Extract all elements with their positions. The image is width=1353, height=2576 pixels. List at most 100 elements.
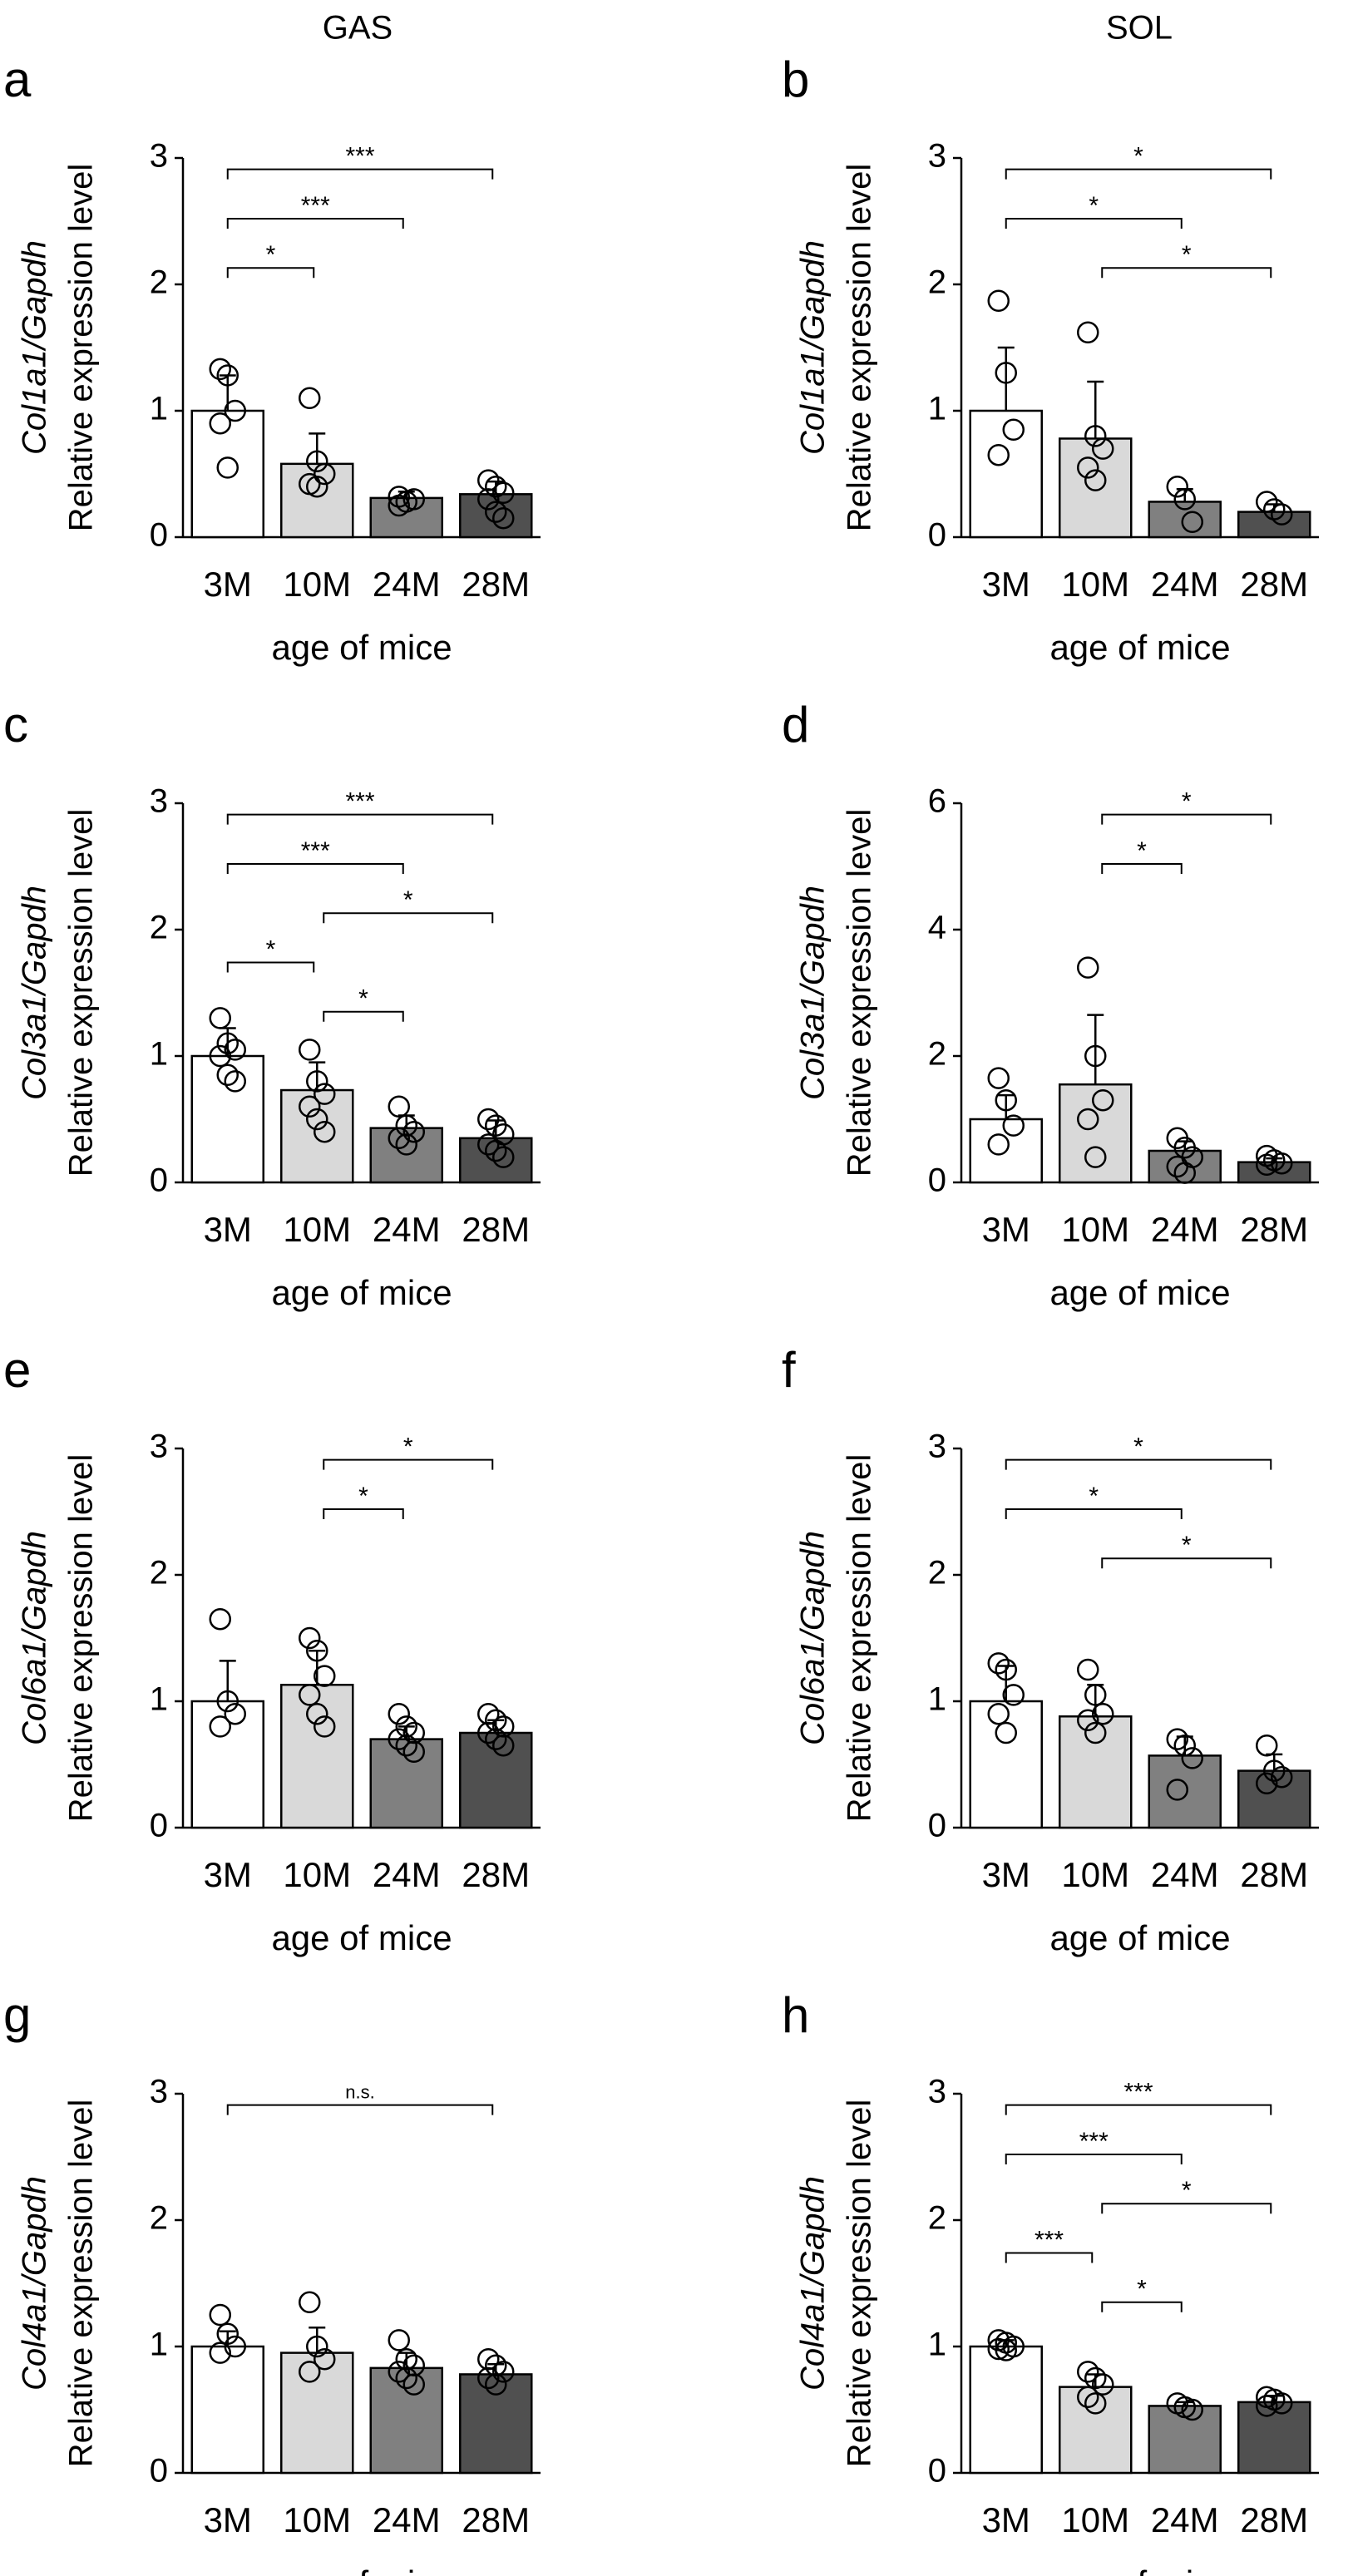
significance-label: *** xyxy=(345,143,374,170)
panel-letter: f xyxy=(782,1342,796,1398)
data-point xyxy=(1077,2386,1099,2409)
data-point xyxy=(1092,1702,1114,1725)
significance-label: *** xyxy=(1123,2079,1153,2106)
y-axis-gene: Col4a1/Gapdh xyxy=(17,2176,53,2391)
significance-bracket xyxy=(226,217,404,229)
data-point xyxy=(492,1146,515,1168)
data-point xyxy=(1077,1709,1099,1732)
y-axis-label: Relative expression level xyxy=(842,1454,878,1822)
data-point xyxy=(1002,418,1025,442)
bar xyxy=(459,2373,533,2475)
data-point xyxy=(402,2373,425,2396)
data-point xyxy=(209,1044,231,1068)
data-point xyxy=(388,494,410,517)
y-axis-label: Relative expression level xyxy=(63,164,100,531)
significance-label: * xyxy=(1133,143,1143,170)
y-axis-label: Relative expression level xyxy=(842,809,878,1177)
data-point xyxy=(1166,1779,1188,1801)
data-point xyxy=(1271,1765,1293,1789)
y-tick-label: 0 xyxy=(150,1808,168,1844)
x-tick-label: 10M xyxy=(1061,1210,1129,1249)
significance-label: * xyxy=(1133,1434,1143,1461)
data-point xyxy=(314,462,336,486)
significance-bracket xyxy=(1101,267,1272,279)
y-axis-label: Relative expression level xyxy=(63,1454,100,1822)
data-point xyxy=(1077,1658,1099,1681)
data-point xyxy=(477,1108,500,1131)
panel-letter: d xyxy=(782,697,809,753)
significance-label: * xyxy=(266,935,276,963)
column-title: SOL xyxy=(1106,10,1173,47)
data-point xyxy=(485,2373,507,2396)
x-axis-label: age of mice xyxy=(271,1918,452,1957)
x-axis-label: age of mice xyxy=(271,1273,452,1312)
bar xyxy=(1237,511,1311,539)
data-point xyxy=(1077,956,1099,979)
bar xyxy=(369,1738,443,1829)
x-tick-label: 10M xyxy=(283,1855,351,1894)
data-point xyxy=(1166,1728,1188,1750)
data-point xyxy=(209,1007,231,1029)
data-point xyxy=(485,501,507,523)
data-point xyxy=(209,1715,231,1738)
bar xyxy=(280,2351,354,2475)
y-axis-gene: Col3a1/Gapdh xyxy=(17,886,53,1100)
data-point xyxy=(388,2361,410,2383)
data-point xyxy=(306,1070,328,1093)
data-point xyxy=(477,1721,500,1744)
y-axis-gene: Col1a1/Gapdh xyxy=(17,240,53,455)
significance-bracket xyxy=(226,961,315,973)
data-point xyxy=(1181,1747,1203,1769)
x-tick-label: 24M xyxy=(373,1210,441,1249)
data-point xyxy=(1077,456,1099,479)
data-point xyxy=(224,2335,246,2358)
x-tick-label: 24M xyxy=(1151,565,1219,604)
bar xyxy=(1148,1149,1222,1184)
significance-label: *** xyxy=(345,788,374,816)
data-point xyxy=(492,481,515,505)
data-point xyxy=(1092,437,1114,460)
x-axis-label: age of mice xyxy=(271,628,452,667)
data-point xyxy=(209,412,231,435)
x-tick-label: 28M xyxy=(462,565,530,604)
data-point xyxy=(209,2342,231,2364)
data-point xyxy=(216,1690,239,1713)
y-tick-label: 1 xyxy=(150,391,168,427)
data-point xyxy=(492,1734,515,1757)
data-point xyxy=(299,1684,321,1706)
y-axis-label: Relative expression level xyxy=(842,164,878,531)
bar xyxy=(280,462,354,539)
y-axis-label: Relative expression level xyxy=(63,2100,100,2467)
data-point xyxy=(209,358,231,381)
data-point xyxy=(1256,2395,1278,2417)
x-tick-label: 28M xyxy=(1240,1210,1308,1249)
significance-bracket xyxy=(1101,1557,1272,1569)
data-point xyxy=(987,1702,1010,1725)
x-tick-label: 24M xyxy=(373,565,441,604)
data-point xyxy=(306,2335,328,2358)
data-point xyxy=(1084,425,1107,447)
significance-label: * xyxy=(358,985,368,1013)
data-point xyxy=(995,1658,1017,1681)
significance-bracket xyxy=(226,813,494,825)
significance-bracket xyxy=(1101,813,1272,825)
data-point xyxy=(485,1728,507,1750)
x-tick-label: 3M xyxy=(204,565,252,604)
data-point xyxy=(209,2303,231,2327)
bar xyxy=(969,409,1043,539)
y-tick-label: 0 xyxy=(928,517,946,554)
bar xyxy=(459,1731,533,1829)
significance-bracket xyxy=(1101,2203,1272,2214)
significance-label: * xyxy=(403,1434,413,1461)
data-point xyxy=(1263,1759,1286,1782)
y-tick-label: 0 xyxy=(150,517,168,554)
data-point xyxy=(1181,2398,1203,2421)
data-point xyxy=(1173,1734,1196,1757)
data-point xyxy=(1092,1088,1114,1112)
data-point xyxy=(224,1039,246,1061)
data-point xyxy=(1181,511,1203,534)
data-point xyxy=(987,1133,1010,1156)
data-point xyxy=(492,506,515,530)
data-point xyxy=(1166,475,1188,498)
y-tick-label: 2 xyxy=(150,1555,168,1591)
